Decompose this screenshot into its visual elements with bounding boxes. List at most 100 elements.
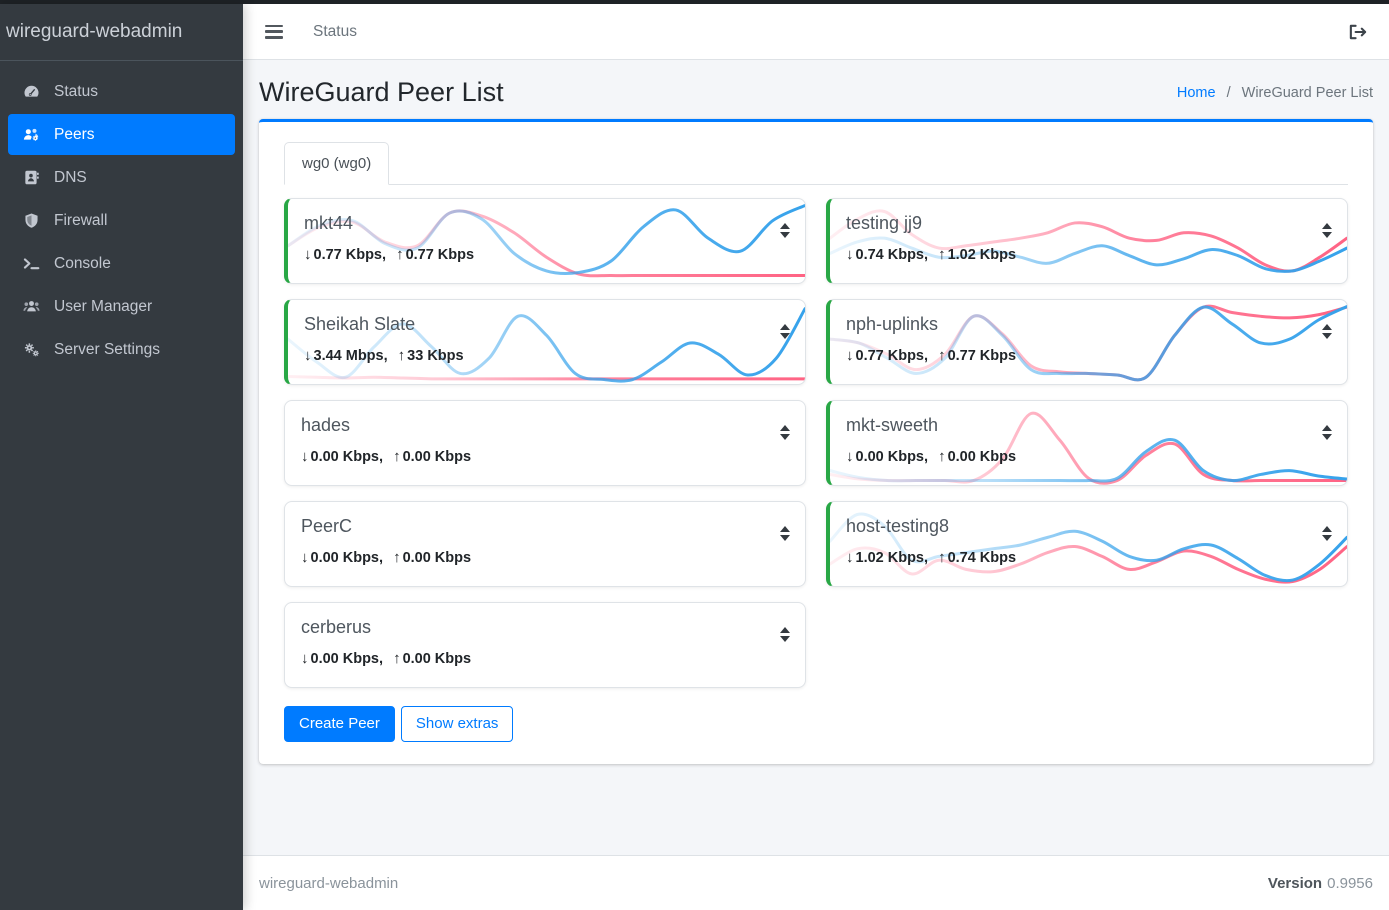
upload-rate: 0.00 Kbps bbox=[402, 449, 472, 465]
sidebar-item-peers[interactable]: Peers bbox=[8, 114, 235, 155]
peer-card-mkt44[interactable]: mkt44 ↓ 0.77 Kbps, ↑ 0.77 Kbps bbox=[284, 198, 806, 284]
download-rate: 0.00 Kbps, bbox=[310, 550, 388, 566]
footer-app-name: wireguard-webadmin bbox=[259, 874, 399, 892]
breadcrumb-home-link[interactable]: Home bbox=[1176, 84, 1216, 101]
tab-wg0[interactable]: wg0 (wg0) bbox=[284, 142, 390, 185]
brand-link[interactable]: wireguard-webadmin bbox=[0, 4, 243, 61]
peer-name: PeerC bbox=[301, 516, 353, 536]
download-arrow-icon: ↓ bbox=[304, 246, 312, 263]
download-arrow-icon: ↓ bbox=[846, 246, 854, 263]
peer-traffic: ↓ 0.77 Kbps, ↑ 0.77 Kbps bbox=[304, 245, 789, 265]
sidebar: wireguard-webadmin Status Peers DNS Fire… bbox=[0, 4, 243, 910]
sidebar-item-server-settings[interactable]: Server Settings bbox=[8, 329, 235, 370]
peer-card-cerberus[interactable]: cerberus ↓ 0.00 Kbps, ↑ 0.00 Kbps bbox=[284, 602, 806, 688]
peer-traffic: ↓ 0.00 Kbps, ↑ 0.00 Kbps bbox=[301, 649, 789, 669]
gears-icon bbox=[21, 341, 41, 358]
upload-rate: 1.02 Kbps bbox=[947, 247, 1017, 263]
traffic-sparkline bbox=[830, 401, 1347, 485]
peer-card-nph-uplinks[interactable]: nph-uplinks ↓ 0.77 Kbps, ↑ 0.77 Kbps bbox=[826, 299, 1348, 385]
card-actions: Create Peer Show extras bbox=[284, 706, 1348, 742]
peer-card-hades[interactable]: hades ↓ 0.00 Kbps, ↑ 0.00 Kbps bbox=[284, 400, 806, 486]
peer-name: testing jj9 bbox=[846, 213, 923, 233]
upload-rate: 0.77 Kbps bbox=[947, 348, 1017, 364]
hamburger-menu-icon[interactable] bbox=[265, 24, 283, 39]
download-arrow-icon: ↓ bbox=[304, 347, 312, 364]
upload-rate: 0.74 Kbps bbox=[947, 550, 1017, 566]
download-arrow-icon: ↓ bbox=[301, 448, 309, 465]
interface-tabs: wg0 (wg0) bbox=[284, 142, 1348, 185]
peer-traffic: ↓ 0.00 Kbps, ↑ 0.00 Kbps bbox=[301, 548, 789, 568]
peer-card-host-testing8[interactable]: host-testing8 ↓ 1.02 Kbps, ↑ 0.74 Kbps bbox=[826, 501, 1348, 587]
address-book-icon bbox=[21, 169, 41, 186]
peer-card-sheikah-slate[interactable]: Sheikah Slate ↓ 3.44 Mbps, ↑ 33 Kbps bbox=[284, 299, 806, 385]
traffic-sparkline bbox=[285, 603, 805, 687]
sidebar-item-firewall[interactable]: Firewall bbox=[8, 200, 235, 241]
peer-traffic: ↓ 3.44 Mbps, ↑ 33 Kbps bbox=[304, 346, 789, 366]
traffic-sparkline bbox=[288, 199, 805, 283]
peer-name: nph-uplinks bbox=[846, 314, 939, 334]
sort-toggle-icon[interactable] bbox=[1322, 223, 1332, 238]
download-arrow-icon: ↓ bbox=[846, 448, 854, 465]
sort-toggle-icon[interactable] bbox=[1322, 425, 1332, 440]
top-navbar: Status bbox=[243, 4, 1389, 60]
sign-out-icon[interactable] bbox=[1348, 23, 1367, 41]
sidebar-item-console[interactable]: Console bbox=[8, 243, 235, 284]
window-top-strip bbox=[0, 0, 1389, 4]
peer-column-right: testing jj9 ↓ 0.74 Kbps, ↑ 1.02 Kbps nph-u… bbox=[826, 198, 1348, 688]
peer-name: mkt-sweeth bbox=[846, 415, 939, 435]
create-peer-button[interactable]: Create Peer bbox=[284, 706, 395, 742]
download-rate: 3.44 Mbps, bbox=[313, 348, 392, 364]
shield-icon bbox=[21, 212, 41, 229]
upload-arrow-icon: ↑ bbox=[938, 448, 946, 465]
download-rate: 0.00 Kbps, bbox=[855, 449, 933, 465]
upload-rate: 0.00 Kbps bbox=[402, 651, 472, 667]
peer-grid: mkt44 ↓ 0.77 Kbps, ↑ 0.77 Kbps Sheikah Sla… bbox=[284, 198, 1348, 688]
download-arrow-icon: ↓ bbox=[846, 347, 854, 364]
sort-toggle-icon[interactable] bbox=[780, 526, 790, 541]
peer-traffic: ↓ 0.77 Kbps, ↑ 0.77 Kbps bbox=[846, 346, 1331, 366]
traffic-sparkline bbox=[288, 300, 805, 384]
peer-card-mkt-sweeth[interactable]: mkt-sweeth ↓ 0.00 Kbps, ↑ 0.00 Kbps bbox=[826, 400, 1348, 486]
sidebar-item-status[interactable]: Status bbox=[8, 71, 235, 112]
sort-toggle-icon[interactable] bbox=[1322, 526, 1332, 541]
show-extras-button[interactable]: Show extras bbox=[400, 706, 514, 742]
tachometer-icon bbox=[21, 83, 41, 100]
peer-name: mkt44 bbox=[304, 213, 354, 233]
upload-rate: 0.00 Kbps bbox=[947, 449, 1017, 465]
peer-card-testing-jj9[interactable]: testing jj9 ↓ 0.74 Kbps, ↑ 1.02 Kbps bbox=[826, 198, 1348, 284]
footer-version-label: Version bbox=[1267, 874, 1323, 892]
users-icon bbox=[21, 298, 41, 315]
download-arrow-icon: ↓ bbox=[846, 549, 854, 566]
sort-toggle-icon[interactable] bbox=[780, 627, 790, 642]
content-header: WireGuard Peer List Home / WireGuard Pee… bbox=[259, 60, 1373, 119]
upload-arrow-icon: ↑ bbox=[397, 347, 406, 364]
traffic-sparkline bbox=[285, 401, 805, 485]
peer-traffic: ↓ 0.00 Kbps, ↑ 0.00 Kbps bbox=[846, 447, 1331, 467]
peer-traffic: ↓ 1.02 Kbps, ↑ 0.74 Kbps bbox=[846, 548, 1331, 568]
navbar-status-link[interactable]: Status bbox=[313, 22, 357, 40]
upload-arrow-icon: ↑ bbox=[938, 347, 946, 364]
sidebar-item-dns[interactable]: DNS bbox=[8, 157, 235, 198]
upload-arrow-icon: ↑ bbox=[396, 246, 404, 263]
traffic-sparkline bbox=[285, 502, 805, 586]
peer-card-peerc[interactable]: PeerC ↓ 0.00 Kbps, ↑ 0.00 Kbps bbox=[284, 501, 806, 587]
download-rate: 0.74 Kbps, bbox=[855, 247, 933, 263]
users-gear-icon bbox=[21, 126, 41, 143]
breadcrumb-current: WireGuard Peer List bbox=[1241, 84, 1373, 101]
page-title: WireGuard Peer List bbox=[259, 77, 504, 107]
breadcrumb-separator: / bbox=[1226, 84, 1231, 101]
upload-arrow-icon: ↑ bbox=[393, 448, 401, 465]
sidebar-nav: Status Peers DNS Firewall Console User M… bbox=[0, 61, 243, 372]
sort-toggle-icon[interactable] bbox=[1322, 324, 1332, 339]
sort-toggle-icon[interactable] bbox=[780, 425, 790, 440]
footer: wireguard-webadmin Version 0.9956 bbox=[243, 855, 1389, 910]
footer-version: Version 0.9956 bbox=[1268, 875, 1373, 892]
sort-toggle-icon[interactable] bbox=[780, 324, 790, 339]
peer-name: Sheikah Slate bbox=[304, 314, 416, 334]
sort-toggle-icon[interactable] bbox=[780, 223, 790, 238]
upload-rate: 0.77 Kbps bbox=[405, 247, 475, 263]
sidebar-item-user-manager[interactable]: User Manager bbox=[8, 286, 235, 327]
breadcrumb: Home / WireGuard Peer List bbox=[1177, 85, 1373, 101]
upload-arrow-icon: ↑ bbox=[938, 246, 946, 263]
